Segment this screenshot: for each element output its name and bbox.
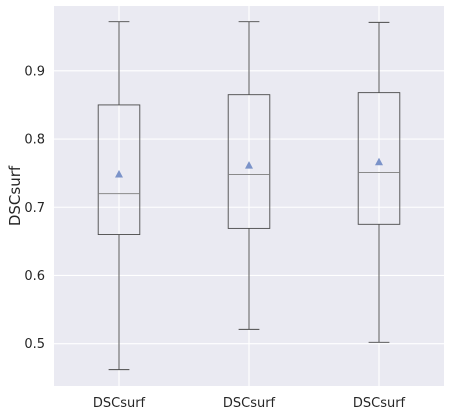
y-tick-label: 0.7 bbox=[24, 201, 45, 216]
y-axis-label: DSCsurf bbox=[6, 165, 24, 226]
box-iqr bbox=[97, 104, 141, 235]
x-tick-label: DSCsurf bbox=[353, 396, 406, 411]
y-tick-label: 0.6 bbox=[24, 269, 45, 284]
x-tick-label: DSCsurf bbox=[223, 396, 276, 411]
box-iqr bbox=[357, 92, 401, 225]
box-group bbox=[357, 21, 401, 343]
box-group bbox=[227, 21, 271, 330]
box-iqr bbox=[227, 94, 271, 229]
mean-marker bbox=[115, 170, 123, 178]
x-tick-label: DSCsurf bbox=[93, 396, 146, 411]
x-tick-labels: DSCsurf DSCsurf DSCsurf bbox=[93, 396, 406, 411]
y-tick-labels: 0.5 0.6 0.7 0.8 0.9 bbox=[24, 64, 45, 352]
y-tick-label: 0.9 bbox=[24, 64, 45, 79]
box-group bbox=[97, 21, 141, 371]
mean-marker bbox=[245, 161, 253, 169]
y-tick-label: 0.5 bbox=[24, 337, 45, 352]
mean-marker bbox=[375, 157, 383, 166]
boxes bbox=[97, 21, 401, 371]
y-tick-label: 0.8 bbox=[24, 133, 45, 148]
